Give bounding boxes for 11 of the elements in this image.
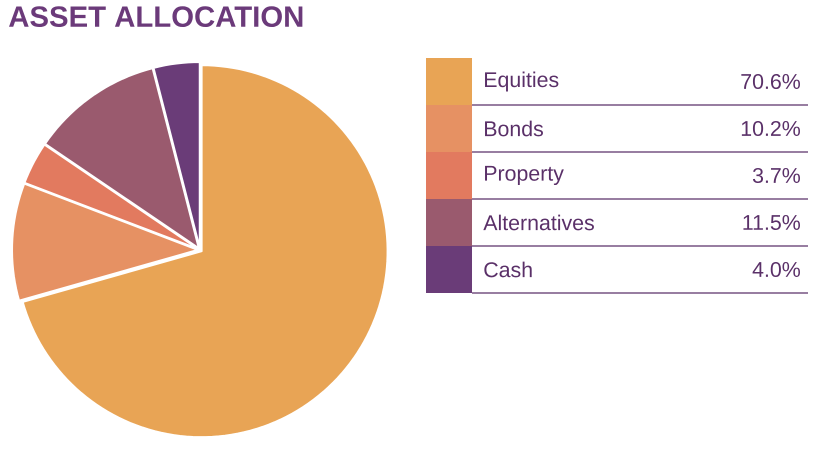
- legend-label: Bonds: [485, 120, 543, 136]
- chart-title: ASSET ALLOCATION: [9, 6, 302, 28]
- data-label: 11.5%: [743, 214, 800, 230]
- legend-label: Equities: [485, 72, 558, 92]
- legend-label: Alternatives: [483, 214, 594, 230]
- legend-label: Property: [485, 166, 564, 186]
- data-label: 4.0%: [752, 262, 800, 278]
- data-label: 3.7%: [752, 168, 800, 184]
- data-label: 10.2%: [742, 120, 800, 136]
- data-label: 70.6%: [741, 74, 800, 90]
- legend-label: Cash: [484, 262, 532, 278]
